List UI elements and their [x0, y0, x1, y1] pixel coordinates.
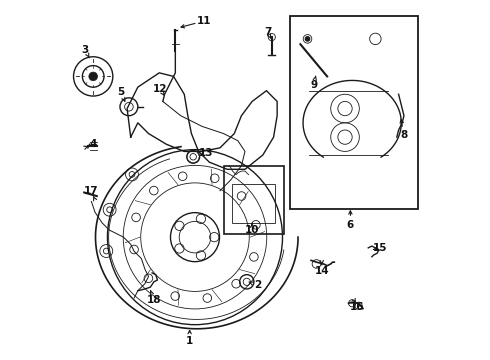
Text: 8: 8	[400, 130, 408, 140]
Text: 17: 17	[83, 186, 98, 196]
Text: 4: 4	[90, 139, 97, 149]
Text: 11: 11	[196, 16, 211, 26]
Text: 10: 10	[245, 225, 259, 235]
Text: 7: 7	[264, 27, 271, 37]
Text: 18: 18	[147, 295, 161, 305]
Text: 15: 15	[373, 243, 387, 253]
Text: 5: 5	[117, 87, 124, 98]
Text: 3: 3	[81, 45, 89, 55]
Bar	[232, 184, 275, 223]
Text: 12: 12	[153, 84, 167, 94]
Text: 16: 16	[350, 302, 365, 312]
Text: 1: 1	[186, 337, 193, 346]
Text: 13: 13	[199, 148, 214, 158]
Text: 6: 6	[347, 220, 354, 230]
Text: 2: 2	[254, 280, 261, 291]
Text: 9: 9	[310, 80, 317, 90]
Circle shape	[305, 37, 310, 41]
Text: 14: 14	[315, 266, 329, 276]
Bar	[290, 16, 418, 208]
Circle shape	[89, 72, 98, 81]
Bar	[223, 166, 284, 234]
